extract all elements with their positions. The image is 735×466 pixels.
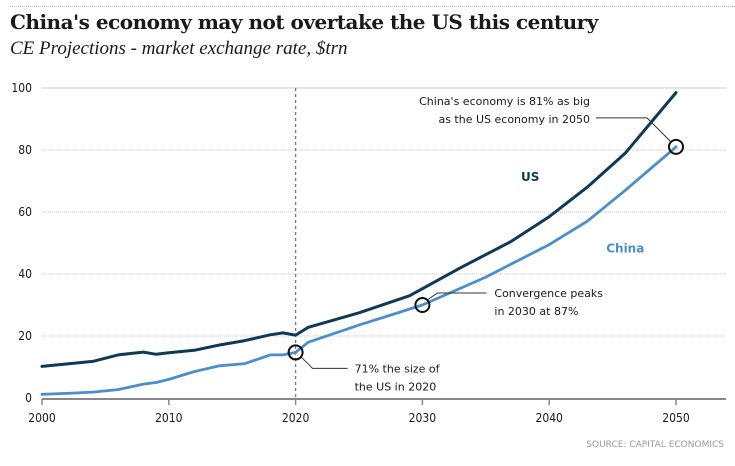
chart-title: China's economy may not overtake the US … bbox=[10, 10, 598, 34]
annotation-text: 71% the size of bbox=[355, 362, 441, 375]
series-line-us bbox=[40, 91, 678, 368]
x-tick-label: 2020 bbox=[282, 411, 310, 425]
y-tick-label: 40 bbox=[18, 267, 32, 281]
x-tick-label: 2050 bbox=[662, 411, 690, 425]
annotation-text: China's economy is 81% as big bbox=[419, 95, 590, 108]
source-note: SOURCE: CAPITAL ECONOMICS bbox=[586, 440, 724, 450]
series-lines bbox=[40, 91, 678, 396]
annotation-leader bbox=[427, 292, 487, 301]
x-axis: 2000 2010 2020 2030 2040 2050 bbox=[28, 398, 726, 425]
annotation-text: as the US economy in 2050 bbox=[438, 113, 590, 126]
gridlines bbox=[42, 87, 726, 337]
y-tick-label: 100 bbox=[11, 81, 32, 95]
y-tick-label: 80 bbox=[18, 143, 32, 157]
y-tick-label: 20 bbox=[18, 329, 32, 343]
annotation-leader bbox=[301, 357, 348, 369]
annotation-marker-2020 bbox=[287, 344, 304, 361]
series-label-china: China bbox=[606, 241, 644, 255]
y-axis: 0 20 40 60 80 100 bbox=[11, 81, 32, 405]
series-line-china bbox=[40, 145, 678, 396]
x-tick-label: 2030 bbox=[409, 411, 437, 425]
x-tick-label: 2010 bbox=[155, 411, 183, 425]
annotation-leader bbox=[596, 117, 672, 143]
annotation-text: the US in 2020 bbox=[355, 380, 437, 393]
x-tick-label: 2000 bbox=[28, 411, 56, 425]
annotations: 71% the size of the US in 2020 Convergence… bbox=[287, 95, 684, 393]
series-labels: US China bbox=[521, 170, 644, 255]
y-tick-label: 60 bbox=[18, 205, 32, 219]
chart-subtitle: CE Projections - market exchange rate, $… bbox=[10, 38, 348, 59]
annotation-text: in 2030 at 87% bbox=[494, 305, 578, 318]
y-tick-label: 0 bbox=[25, 391, 32, 405]
top-rule bbox=[10, 6, 735, 7]
annotation-marker-2050 bbox=[668, 138, 684, 155]
annotation-marker-2030 bbox=[414, 297, 431, 313]
x-tick-label: 2040 bbox=[535, 411, 563, 425]
annotation-text: Convergence peaks bbox=[494, 287, 603, 300]
series-label-us: US bbox=[521, 170, 539, 184]
